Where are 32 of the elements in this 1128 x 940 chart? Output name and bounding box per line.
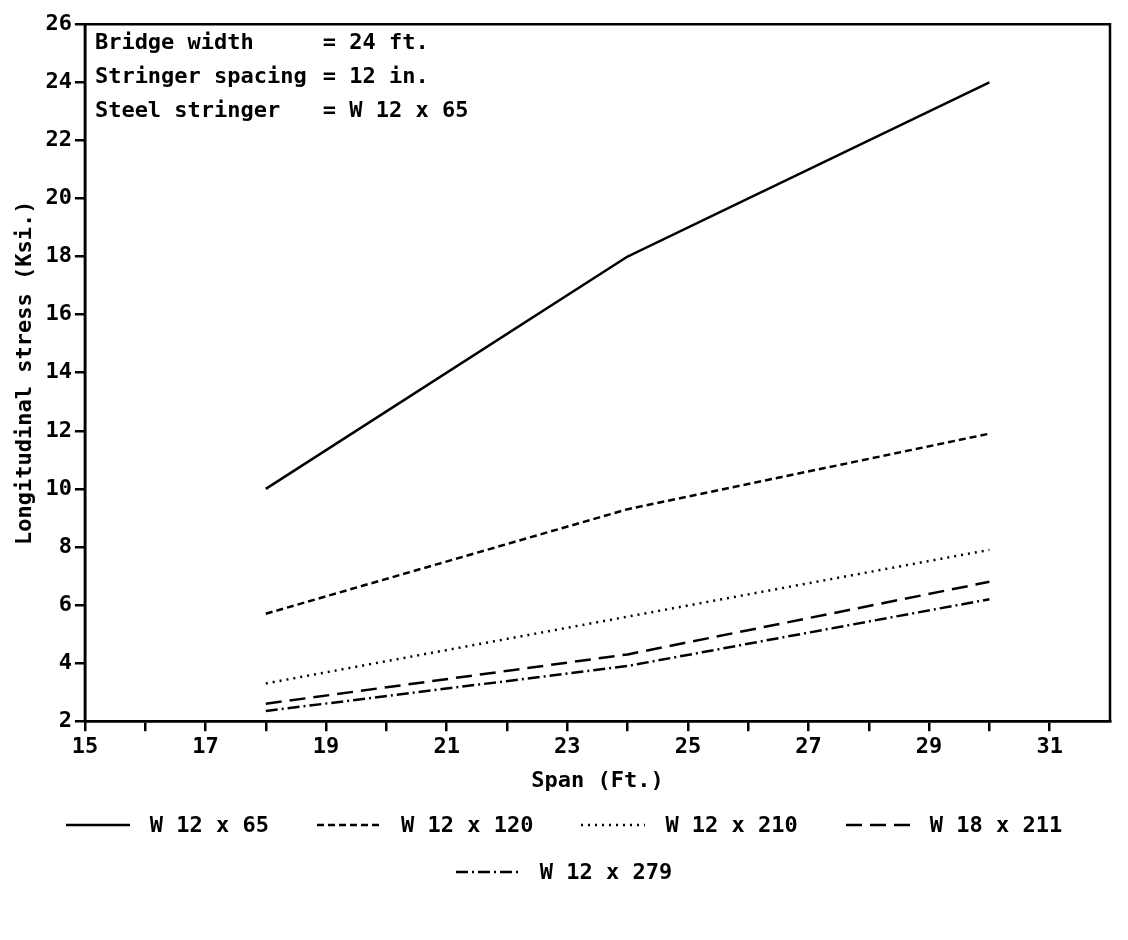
y-tick-label: 8 — [58, 532, 72, 558]
y-tick-label: 26 — [45, 9, 72, 35]
x-tick-label: 19 — [312, 733, 340, 759]
legend-label: W 12 x 65 — [149, 812, 269, 837]
y-tick-label: 20 — [45, 184, 72, 210]
y-tick-label: 10 — [45, 474, 72, 500]
x-tick-label: 27 — [795, 733, 822, 759]
legend-label: W 12 x 279 — [539, 859, 673, 884]
y-tick-label: 2 — [58, 706, 72, 732]
y-axis-title: Longitudinal stress (Ksi.) — [10, 200, 36, 545]
y-tick-label: 12 — [45, 416, 72, 442]
legend-label: W 12 x 210 — [665, 812, 798, 837]
y-tick-label: 24 — [45, 68, 72, 93]
y-tick-label: 4 — [58, 648, 72, 674]
x-tick-label: 17 — [192, 733, 219, 759]
text: Bridge width = 24 ft. — [94, 28, 429, 54]
legend-label: W 18 x 211 — [929, 812, 1063, 837]
x-tick-label: 31 — [1036, 733, 1063, 759]
text: Steel stringer = W 12 x 65 — [94, 96, 469, 122]
x-tick-label: 23 — [554, 733, 581, 759]
x-tick-label: 15 — [71, 733, 99, 759]
x-tick-label: 29 — [915, 733, 943, 759]
y-tick-label: 14 — [45, 358, 72, 384]
annotation: Stringer spacing = 12 in. — [94, 62, 429, 88]
y-tick-label: 18 — [45, 242, 72, 268]
x-tick-label: 21 — [433, 733, 460, 759]
y-tick-label: 16 — [45, 300, 72, 326]
y-tick-label: 22 — [45, 126, 72, 152]
y-tick-label: 6 — [58, 590, 72, 616]
x-tick-label: 25 — [674, 733, 702, 759]
x-axis-title: Span (Ft.) — [531, 766, 664, 792]
legend-label: W 12 x 120 — [400, 812, 534, 837]
